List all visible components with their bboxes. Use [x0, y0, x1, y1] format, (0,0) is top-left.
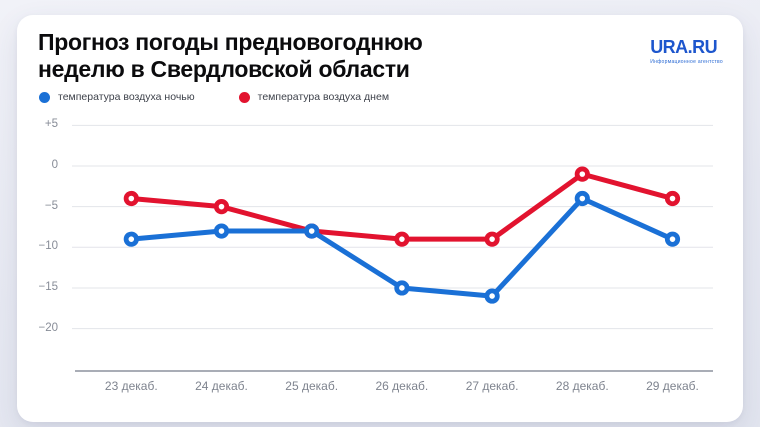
chart-legend: температура воздуха ночью температура во… — [39, 91, 389, 103]
legend-label-day: температура воздуха днем — [257, 91, 390, 103]
y-tick: −5 — [44, 199, 58, 212]
x-tick: 29 декаб. — [646, 379, 699, 393]
night-series-swatch-icon — [39, 91, 50, 103]
y-tick: +5 — [44, 118, 58, 131]
title-line-2: неделю в Свердловской области — [38, 56, 410, 82]
legend-item-night: температура воздуха ночью — [39, 91, 195, 103]
y-tick: −10 — [38, 240, 58, 253]
x-tick: 25 декаб. — [285, 379, 339, 393]
logo-text: URA.RU — [650, 37, 718, 57]
x-tick: 28 декаб. — [555, 379, 609, 393]
plot-svg — [72, 124, 713, 372]
day-series-swatch-icon — [238, 91, 250, 103]
x-tick: 26 декаб. — [375, 379, 429, 393]
x-tick: 24 декаб. — [195, 379, 248, 393]
chart-title: Прогноз погоды предновогоднюю неделю в С… — [38, 29, 423, 83]
x-tick: 23 декаб. — [104, 379, 158, 393]
legend-item-day: температура воздуха днем — [238, 91, 390, 103]
y-tick: −15 — [38, 280, 58, 293]
title-line-1: Прогноз погоды предновогоднюю — [38, 29, 423, 55]
y-tick: −20 — [38, 321, 58, 334]
legend-label-night: температура воздуха ночью — [58, 91, 195, 103]
logo-tagline: Информационное агентство — [650, 59, 723, 65]
y-tick: 0 — [51, 159, 58, 171]
ura-ru-logo: URA.RU Информационное агентство — [650, 37, 723, 65]
line-chart: +5 0 −5 −10 −15 −20 23 декаб. 24 декаб. … — [17, 15, 743, 422]
infographic-card: Прогноз погоды предновогоднюю неделю в С… — [17, 15, 743, 422]
x-tick: 27 декаб. — [465, 379, 519, 393]
